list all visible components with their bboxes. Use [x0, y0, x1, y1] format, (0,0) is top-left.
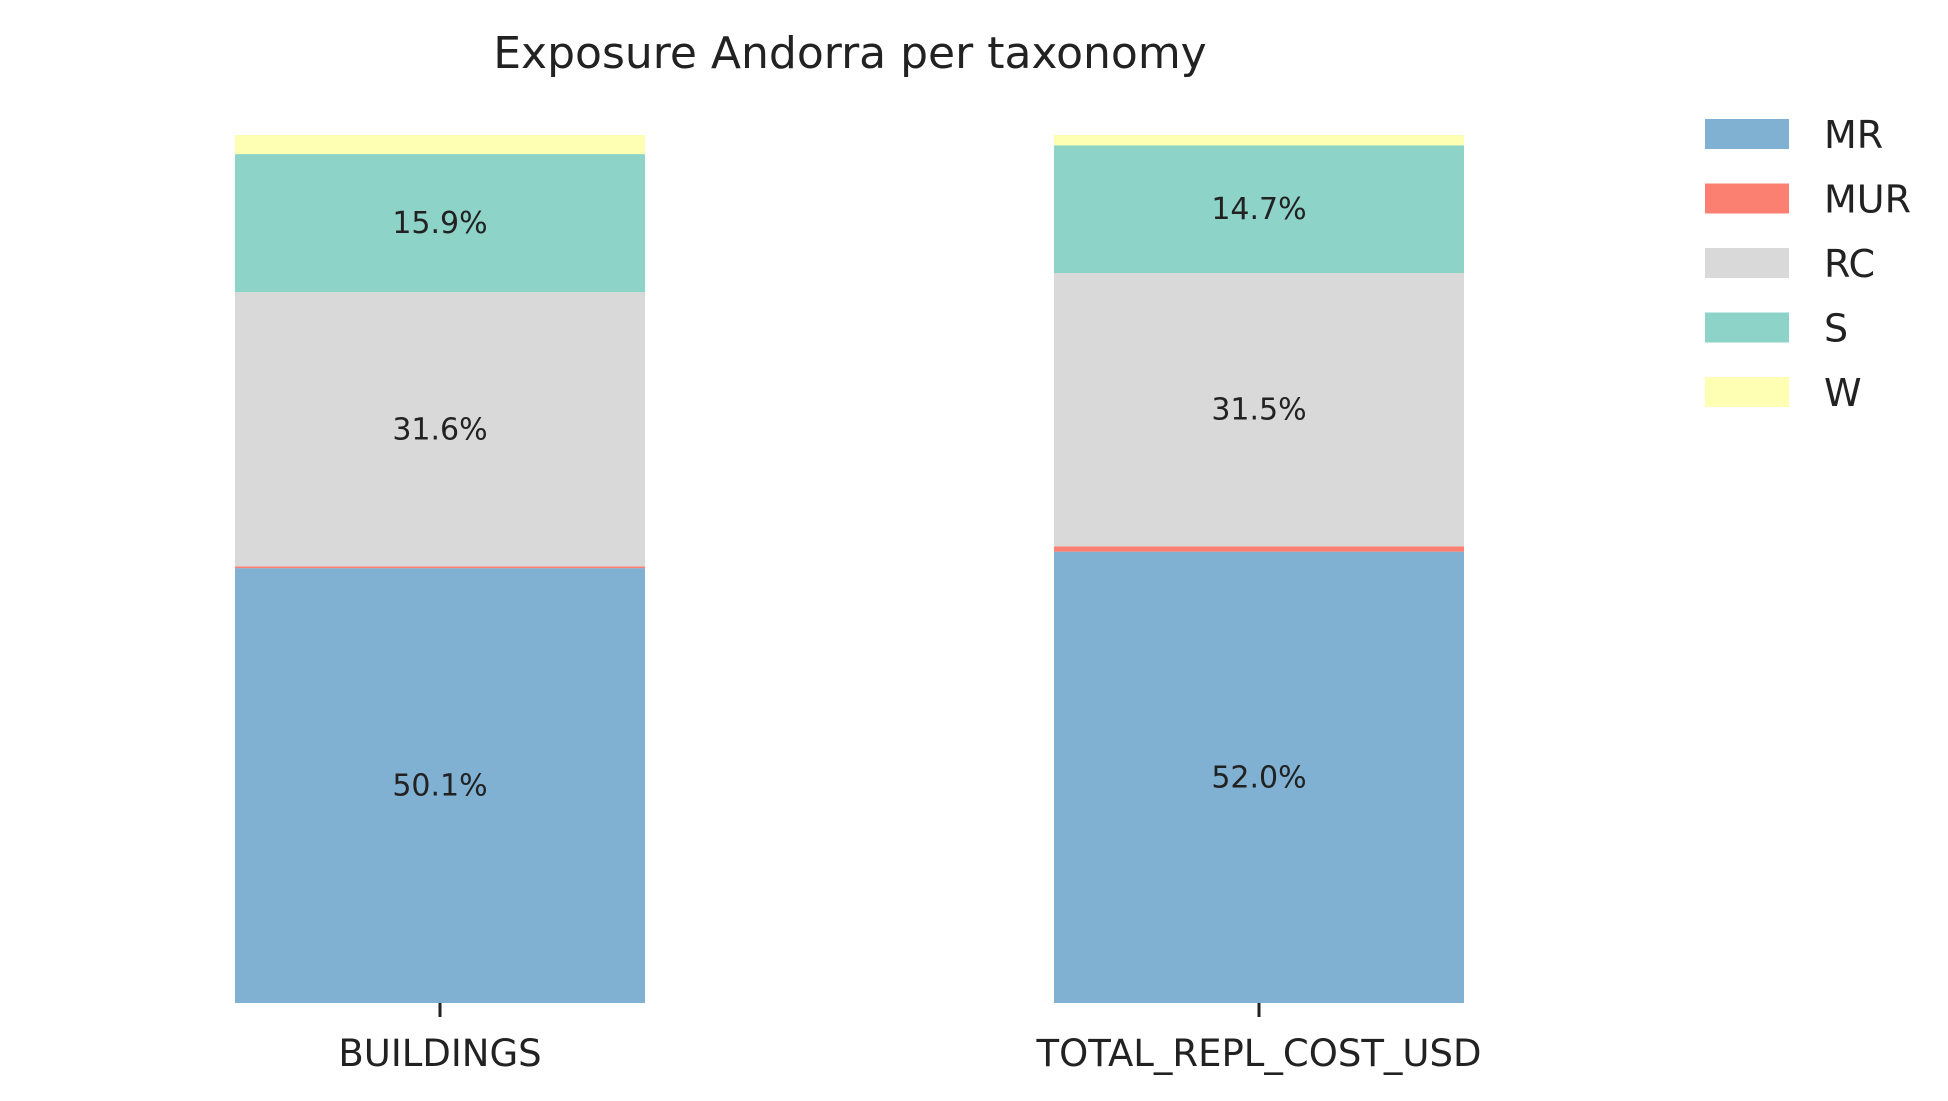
bar-segment-w-total_repl_cost_usd — [1054, 135, 1464, 146]
data-label-mr-total_repl_cost_usd: 52.0% — [1211, 760, 1306, 795]
x-tick-label-buildings: BUILDINGS — [338, 1032, 541, 1075]
legend-swatch-s — [1705, 312, 1789, 343]
bar-segment-mr-total_repl_cost_usd — [1054, 551, 1464, 1003]
legend-label-s: S — [1824, 307, 1848, 351]
data-label-rc-buildings: 31.6% — [392, 412, 487, 447]
data-label-rc-total_repl_cost_usd: 31.5% — [1211, 393, 1306, 428]
legend-label-mr: MR — [1824, 113, 1883, 157]
legend-label-w: W — [1824, 371, 1862, 415]
x-axis: BUILDINGS TOTAL_REPL_COST_USD — [338, 1003, 1482, 1075]
legend-label-rc: RC — [1824, 242, 1875, 286]
legend-swatch-mur — [1705, 183, 1789, 214]
bar-segment-mur-buildings — [235, 566, 645, 569]
legend: MR MUR RC SW — [1705, 113, 1911, 415]
data-label-mr-buildings: 50.1% — [392, 769, 487, 804]
bar-segment-w-buildings — [235, 135, 645, 155]
bar-segment-rc-buildings — [235, 292, 645, 567]
x-tick-label-total_repl_cost_usd: TOTAL_REPL_COST_USD — [1036, 1032, 1482, 1075]
bar-segment-s-buildings — [235, 154, 645, 293]
data-label-s-total_repl_cost_usd: 14.7% — [1211, 192, 1306, 227]
bar-segment-mur-total_repl_cost_usd — [1054, 546, 1464, 552]
data-label-s-buildings: 15.9% — [392, 206, 487, 241]
bar-segment-s-total_repl_cost_usd — [1054, 145, 1464, 274]
bars-group — [235, 135, 1464, 1003]
bar-segment-mr-buildings — [235, 568, 645, 1003]
legend-swatch-mr — [1705, 119, 1789, 149]
bar-segment-rc-total_repl_cost_usd — [1054, 273, 1464, 547]
chart-title: Exposure Andorra per taxonomy — [493, 28, 1206, 79]
bar-labels-group: 50.1% 31.6% 15.9% 52.0% 31.5% 14.7% — [392, 192, 1306, 803]
legend-swatch-rc — [1705, 248, 1789, 278]
legend-swatch-w — [1705, 377, 1789, 407]
legend-label-mur: MUR — [1824, 178, 1911, 222]
